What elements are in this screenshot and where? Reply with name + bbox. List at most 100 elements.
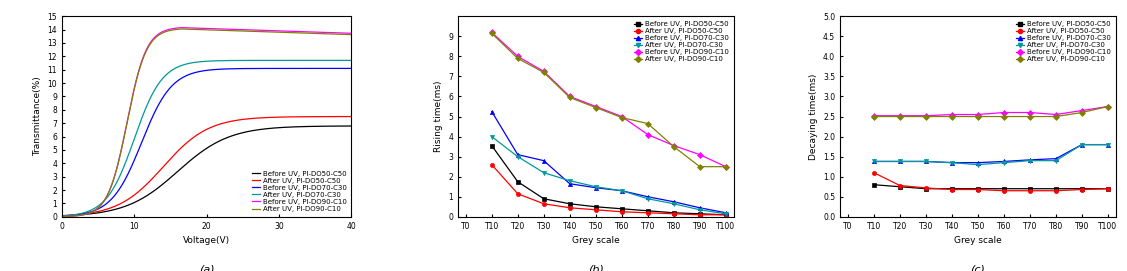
Before UV, PI-DO50-C50 xyxy=(240,130,254,134)
After UV, PI-DO70-C30 xyxy=(345,59,358,62)
Line: After UV, PI-DO90-C10: After UV, PI-DO90-C10 xyxy=(62,29,352,217)
After UV, PI-DO50-C50 xyxy=(1101,187,1115,190)
Before UV, PI-DO90-C10 xyxy=(485,31,498,34)
After UV, PI-DO70-C30 xyxy=(1049,159,1063,162)
After UV, PI-DO70-C30 xyxy=(223,59,237,62)
Before UV, PI-DO70-C30 xyxy=(719,211,733,214)
Y-axis label: Decaying time(ms): Decaying time(ms) xyxy=(808,73,817,160)
Before UV, PI-DO90-C10 xyxy=(589,105,603,108)
Before UV, PI-DO70-C30 xyxy=(536,159,550,162)
Before UV, PI-DO70-C30 xyxy=(946,161,959,164)
Text: (a): (a) xyxy=(198,265,214,271)
Before UV, PI-DO70-C30 xyxy=(511,153,524,156)
Before UV, PI-DO70-C30 xyxy=(1075,143,1089,146)
After UV, PI-DO50-C50 xyxy=(564,206,577,209)
Before UV, PI-DO50-C50 xyxy=(693,212,707,215)
Before UV, PI-DO90-C10 xyxy=(175,26,188,29)
Line: Before UV, PI-DO90-C10: Before UV, PI-DO90-C10 xyxy=(489,30,728,169)
After UV, PI-DO50-C50 xyxy=(231,118,245,122)
Line: After UV, PI-DO90-C10: After UV, PI-DO90-C10 xyxy=(489,31,728,169)
Before UV, PI-DO90-C10 xyxy=(231,28,245,31)
After UV, PI-DO50-C50 xyxy=(1075,188,1089,191)
After UV, PI-DO90-C10 xyxy=(615,116,629,119)
Before UV, PI-DO90-C10 xyxy=(55,215,69,218)
Before UV, PI-DO90-C10 xyxy=(693,153,707,156)
Legend: Before UV, PI-DO50-C50, After UV, PI-DO50-C50, Before UV, PI-DO70-C30, After UV,: Before UV, PI-DO50-C50, After UV, PI-DO5… xyxy=(250,169,348,213)
Before UV, PI-DO90-C10 xyxy=(971,113,985,116)
Before UV, PI-DO50-C50 xyxy=(893,185,906,188)
After UV, PI-DO70-C30 xyxy=(485,135,498,138)
After UV, PI-DO50-C50 xyxy=(893,184,906,187)
After UV, PI-DO70-C30 xyxy=(1101,143,1115,146)
Before UV, PI-DO90-C10 xyxy=(1023,111,1037,114)
After UV, PI-DO70-C30 xyxy=(867,160,880,163)
After UV, PI-DO90-C10 xyxy=(971,115,985,118)
Before UV, PI-DO90-C10 xyxy=(946,113,959,116)
Y-axis label: Rising time(ms): Rising time(ms) xyxy=(434,81,443,152)
Before UV, PI-DO50-C50 xyxy=(946,187,959,190)
Before UV, PI-DO70-C30 xyxy=(1101,143,1115,146)
Before UV, PI-DO90-C10 xyxy=(345,32,358,35)
Before UV, PI-DO90-C10 xyxy=(641,133,655,136)
Before UV, PI-DO90-C10 xyxy=(1101,105,1115,108)
Before UV, PI-DO50-C50 xyxy=(667,211,681,214)
After UV, PI-DO70-C30 xyxy=(304,59,318,62)
Line: After UV, PI-DO50-C50: After UV, PI-DO50-C50 xyxy=(489,163,728,217)
Line: After UV, PI-DO70-C30: After UV, PI-DO70-C30 xyxy=(872,143,1110,167)
Legend: Before UV, PI-DO50-C50, After UV, PI-DO50-C50, Before UV, PI-DO70-C30, After UV,: Before UV, PI-DO50-C50, After UV, PI-DO5… xyxy=(1014,20,1112,64)
Before UV, PI-DO50-C50 xyxy=(867,183,880,186)
Before UV, PI-DO70-C30 xyxy=(667,200,681,203)
Before UV, PI-DO90-C10 xyxy=(893,114,906,117)
Before UV, PI-DO70-C30 xyxy=(1023,158,1037,162)
After UV, PI-DO70-C30 xyxy=(667,202,681,205)
Before UV, PI-DO70-C30 xyxy=(485,110,498,113)
After UV, PI-DO90-C10 xyxy=(920,115,933,118)
Before UV, PI-DO70-C30 xyxy=(240,67,254,70)
Before UV, PI-DO70-C30 xyxy=(693,206,707,209)
Before UV, PI-DO90-C10 xyxy=(511,55,524,58)
Line: After UV, PI-DO50-C50: After UV, PI-DO50-C50 xyxy=(62,117,352,216)
After UV, PI-DO90-C10 xyxy=(719,165,733,168)
After UV, PI-DO90-C10 xyxy=(511,57,524,60)
Text: (b): (b) xyxy=(588,265,604,271)
Before UV, PI-DO70-C30 xyxy=(893,160,906,163)
After UV, PI-DO90-C10 xyxy=(175,27,188,31)
After UV, PI-DO70-C30 xyxy=(693,208,707,211)
After UV, PI-DO50-C50 xyxy=(589,208,603,211)
After UV, PI-DO90-C10 xyxy=(667,145,681,148)
Line: After UV, PI-DO50-C50: After UV, PI-DO50-C50 xyxy=(872,171,1110,193)
Before UV, PI-DO70-C30 xyxy=(997,160,1011,163)
Before UV, PI-DO50-C50 xyxy=(615,207,629,210)
After UV, PI-DO70-C30 xyxy=(73,212,87,215)
After UV, PI-DO90-C10 xyxy=(304,32,318,35)
Before UV, PI-DO50-C50 xyxy=(275,126,289,129)
After UV, PI-DO90-C10 xyxy=(240,30,254,33)
After UV, PI-DO50-C50 xyxy=(997,189,1011,192)
After UV, PI-DO70-C30 xyxy=(1075,143,1089,146)
After UV, PI-DO50-C50 xyxy=(240,117,254,121)
After UV, PI-DO70-C30 xyxy=(615,189,629,192)
After UV, PI-DO90-C10 xyxy=(485,32,498,35)
After UV, PI-DO70-C30 xyxy=(971,163,985,166)
After UV, PI-DO70-C30 xyxy=(997,161,1011,164)
Before UV, PI-DO90-C10 xyxy=(223,28,237,31)
Before UV, PI-DO90-C10 xyxy=(240,28,254,31)
After UV, PI-DO90-C10 xyxy=(589,106,603,109)
Before UV, PI-DO70-C30 xyxy=(920,160,933,163)
Before UV, PI-DO90-C10 xyxy=(867,114,880,117)
Before UV, PI-DO70-C30 xyxy=(641,195,655,198)
After UV, PI-DO50-C50 xyxy=(536,202,550,205)
Line: Before UV, PI-DO50-C50: Before UV, PI-DO50-C50 xyxy=(872,183,1110,191)
Legend: Before UV, PI-DO50-C50, After UV, PI-DO50-C50, Before UV, PI-DO70-C30, After UV,: Before UV, PI-DO50-C50, After UV, PI-DO5… xyxy=(632,20,730,64)
Before UV, PI-DO70-C30 xyxy=(867,160,880,163)
Before UV, PI-DO50-C50 xyxy=(1023,187,1037,190)
Before UV, PI-DO50-C50 xyxy=(589,205,603,208)
After UV, PI-DO70-C30 xyxy=(55,214,69,218)
After UV, PI-DO50-C50 xyxy=(641,211,655,214)
Before UV, PI-DO70-C30 xyxy=(73,213,87,216)
Line: Before UV, PI-DO70-C30: Before UV, PI-DO70-C30 xyxy=(872,143,1110,165)
Before UV, PI-DO70-C30 xyxy=(971,161,985,164)
Before UV, PI-DO50-C50 xyxy=(511,180,524,183)
After UV, PI-DO50-C50 xyxy=(667,212,681,215)
Before UV, PI-DO50-C50 xyxy=(304,125,318,128)
